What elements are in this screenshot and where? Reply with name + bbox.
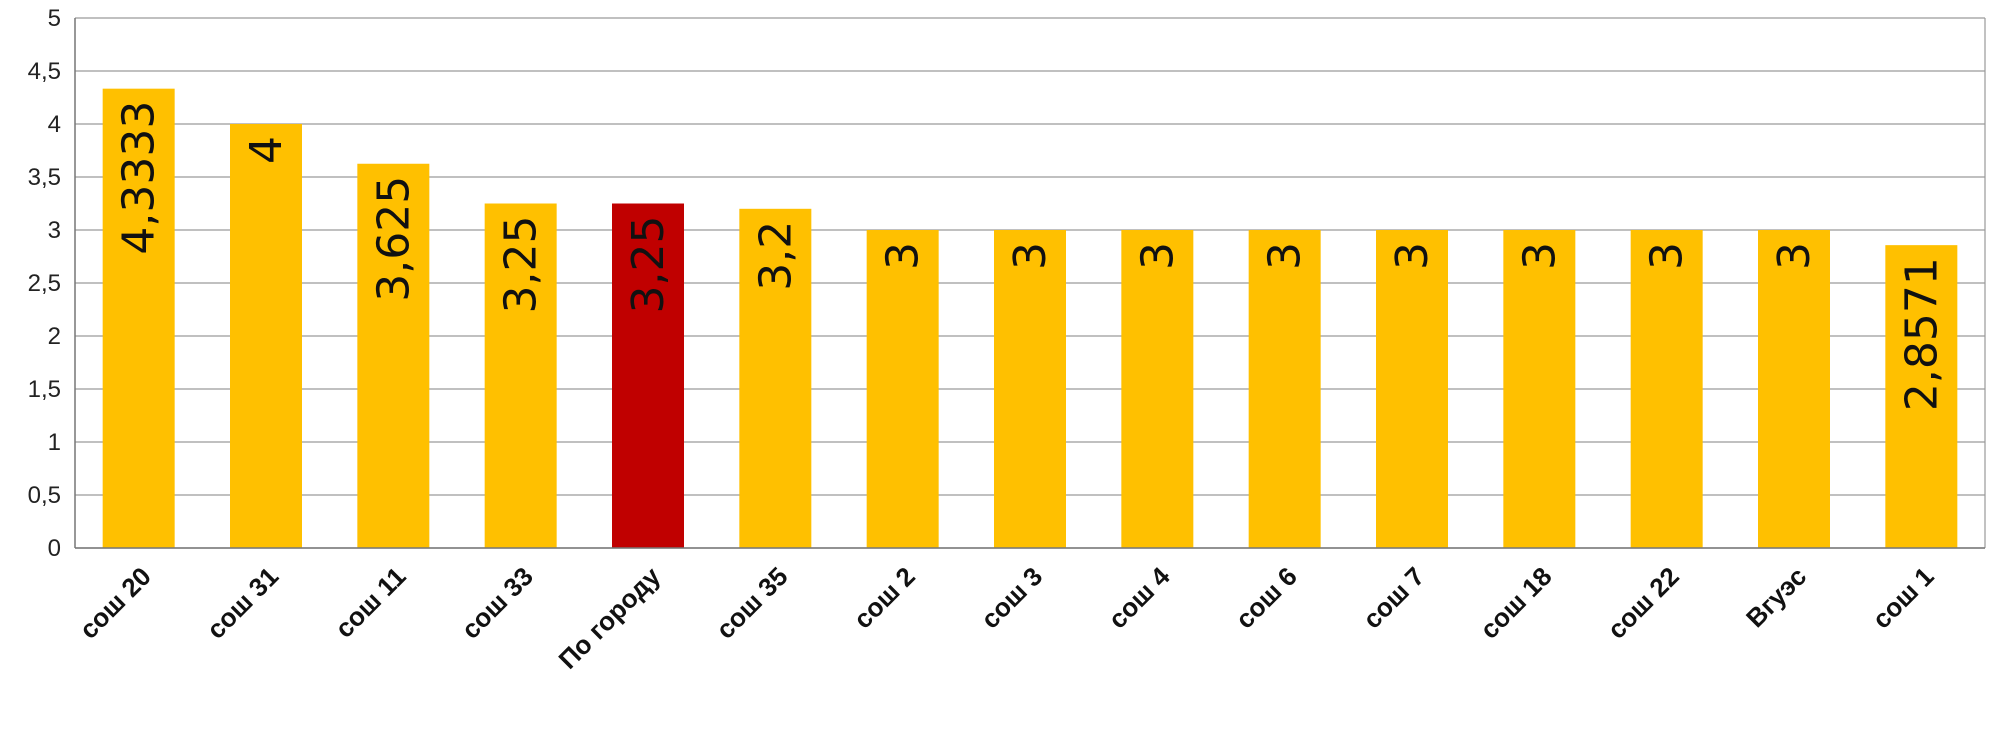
bar (994, 230, 1066, 548)
bar (1248, 230, 1321, 548)
data-label: 3 (1769, 242, 1820, 270)
bar (1885, 245, 1958, 548)
x-tick-label: сош 35 (710, 561, 794, 645)
bar (866, 230, 939, 548)
data-label: 3,2 (750, 221, 801, 291)
bar (1376, 230, 1448, 548)
x-tick-label: По городу (552, 561, 666, 675)
y-tick-label: 0 (48, 535, 61, 562)
y-tick-label: 2 (48, 323, 61, 350)
x-tick-label: сош 20 (73, 561, 157, 645)
data-label: 3,25 (496, 216, 547, 314)
data-label: 3 (1005, 242, 1056, 270)
y-tick-label: 3 (48, 217, 61, 244)
y-axis-tick-labels: 0 0,5 1 1,5 2 2,5 3 3,5 4 4,5 5 (28, 5, 61, 562)
y-tick-label: 5 (48, 5, 61, 32)
x-tick-label: сош 18 (1474, 561, 1558, 645)
y-tick-label: 3,5 (28, 164, 61, 191)
bar (484, 203, 557, 548)
x-tick-label: сош 33 (455, 561, 539, 645)
x-tick-label: сош 11 (329, 561, 412, 644)
bar (739, 208, 812, 549)
bar (102, 88, 175, 548)
data-label: 4,3333 (114, 101, 165, 255)
bar (230, 124, 302, 548)
data-label: 3,25 (623, 216, 674, 314)
y-tick-label: 4,5 (28, 58, 61, 85)
x-tick-label: сош 2 (848, 561, 921, 634)
x-tick-label: сош 3 (975, 561, 1048, 634)
bar (357, 163, 430, 548)
x-tick-label: сош 7 (1357, 561, 1430, 634)
bar (612, 203, 684, 548)
bar (1121, 230, 1194, 548)
y-tick-label: 1,5 (28, 376, 61, 403)
bars (102, 88, 1958, 549)
y-tick-label: 4 (48, 111, 61, 138)
bar (1630, 230, 1703, 548)
x-tick-label: сош 4 (1102, 561, 1176, 635)
data-labels: 4,3333 4 3,625 3,25 3,25 3,2 3 3 3 3 3 3 3 3 2,8571 (114, 101, 1948, 411)
x-tick-label: сош 31 (201, 561, 285, 645)
y-tick-label: 1 (48, 429, 61, 456)
data-label: 3 (1642, 242, 1693, 270)
bar (1503, 230, 1576, 548)
x-axis-tick-labels: сош 20 сош 31 сош 11 сош 33 По городу сош 35 с… (73, 561, 1939, 675)
data-label: 3,625 (368, 176, 419, 302)
data-label: 3 (1260, 242, 1311, 270)
y-tick-label: 0,5 (28, 482, 61, 509)
data-label: 3 (1132, 242, 1183, 270)
data-label: 3 (878, 242, 929, 270)
data-label: 4 (241, 136, 292, 164)
x-tick-label: сош 1 (1866, 561, 1939, 634)
x-tick-label: сош 6 (1230, 561, 1303, 634)
bar (1758, 230, 1830, 548)
data-label: 3 (1387, 242, 1438, 270)
x-tick-label: сош 22 (1601, 561, 1685, 645)
y-tick-label: 2,5 (28, 270, 61, 297)
data-label: 2,8571 (1896, 257, 1947, 411)
x-tick-label: Вгуэс (1740, 561, 1812, 633)
data-label: 3 (1514, 242, 1565, 270)
